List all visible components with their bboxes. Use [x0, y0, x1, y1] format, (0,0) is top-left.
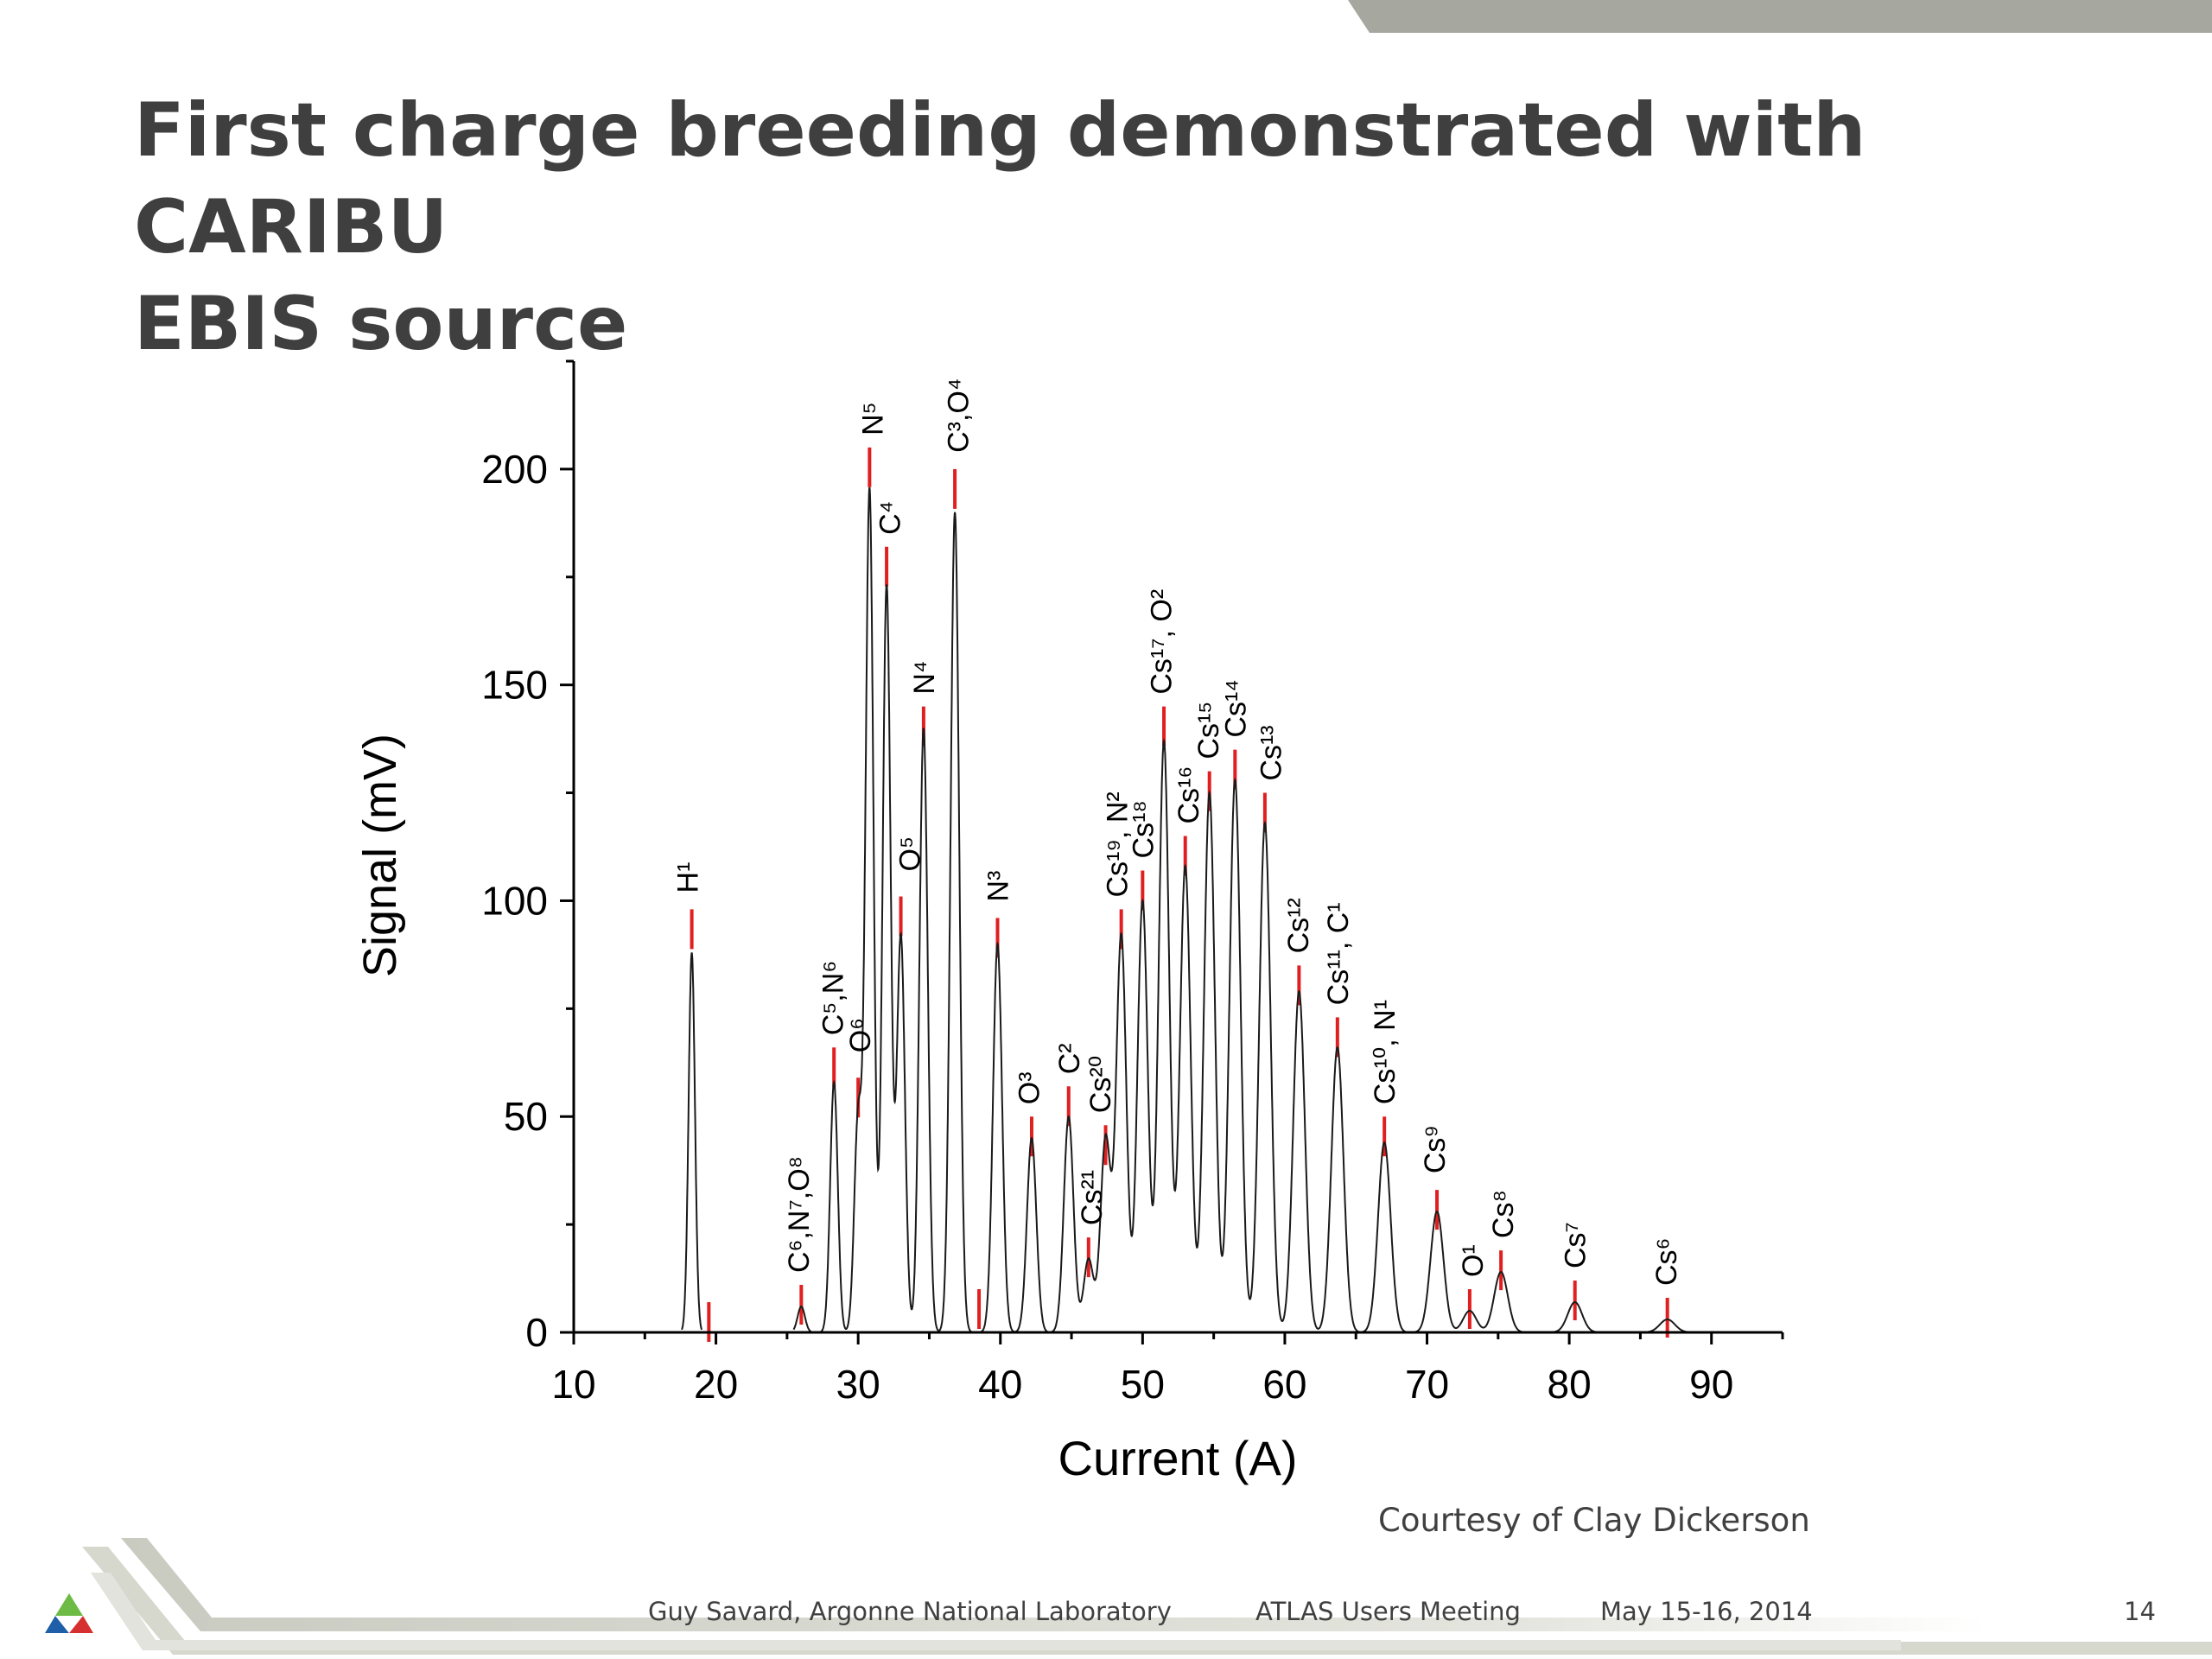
peak-label-26: Cs⁸ — [1487, 1190, 1520, 1238]
peak-label-20: Cs¹³ — [1255, 725, 1287, 780]
x-tick-label-70: 70 — [1405, 1362, 1449, 1407]
peak-label-8: C³,O⁴ — [942, 378, 975, 453]
page-number: 14 — [2124, 1597, 2156, 1626]
x-tick-label-50: 50 — [1121, 1362, 1165, 1407]
peak-label-3: O⁶ — [844, 1018, 877, 1052]
signal-trace — [681, 486, 1690, 1333]
peak-label-27: Cs⁷ — [1560, 1222, 1592, 1268]
x-tick-label-60: 60 — [1262, 1362, 1306, 1407]
peak-label-1: C⁶,N⁷,O⁸ — [783, 1156, 816, 1273]
logo-green-triangle — [55, 1593, 83, 1616]
y-tick-label-200: 200 — [481, 447, 548, 492]
peak-label-28: Cs⁶ — [1650, 1237, 1683, 1286]
peak-label-24: Cs⁹ — [1419, 1125, 1452, 1173]
x-tick-label-40: 40 — [978, 1362, 1022, 1407]
x-tick-label-90: 90 — [1689, 1362, 1733, 1407]
tick-labels: 10 20 30 40 50 60 70 80 90 0 50 100 150 200 — [481, 447, 1733, 1407]
y-axis-label: Signal (mV) — [354, 734, 406, 977]
peak-label-22: Cs¹¹, C¹ — [1322, 902, 1355, 1005]
x-tick-label-10: 10 — [551, 1362, 595, 1407]
logo-blue-triangle — [45, 1616, 69, 1633]
top-decor-band — [1348, 0, 2212, 33]
footer-date: May 15-16, 2014 — [1600, 1597, 1813, 1626]
peak-label-10: O³ — [1014, 1071, 1046, 1104]
peak-label-19: Cs¹⁴ — [1219, 679, 1252, 738]
peak-label-11: C² — [1053, 1043, 1086, 1074]
x-axis-label: Current (A) — [1058, 1431, 1298, 1485]
slide-title-line1: First charge breeding demonstrated with … — [134, 87, 1866, 270]
peak-label-12: Cs²¹ — [1076, 1170, 1109, 1225]
peak-label-21: Cs¹² — [1282, 898, 1315, 953]
footer-author: Guy Savard, Argonne National Laboratory — [648, 1597, 1172, 1626]
peak-label-5: C⁴ — [874, 501, 906, 535]
y-tick-label-50: 50 — [504, 1094, 548, 1139]
x-tick-label-20: 20 — [694, 1362, 738, 1407]
peak-label-25: O¹ — [1457, 1244, 1490, 1277]
peak-label-6: O⁵ — [893, 836, 926, 872]
footer-swoosh-front — [121, 1538, 1987, 1631]
argonne-logo — [45, 1593, 93, 1633]
logo-red-triangle — [69, 1616, 93, 1633]
logo-center — [55, 1616, 83, 1633]
peak-label-17: Cs¹⁶ — [1173, 766, 1205, 824]
peak-label-15: Cs¹⁸ — [1127, 800, 1160, 858]
footer-swoosh-low — [91, 1573, 1901, 1650]
slide-title: First charge breeding demonstrated with … — [134, 82, 2035, 372]
peak-label-7: N⁴ — [908, 660, 941, 694]
x-tick-label-80: 80 — [1548, 1362, 1592, 1407]
peak-label-13: Cs²⁰ — [1084, 1056, 1117, 1114]
footer-decor — [82, 1538, 2212, 1655]
peak-label-4: N⁵ — [857, 402, 890, 435]
peak-label-14: Cs¹⁹, N² — [1102, 791, 1135, 897]
y-tick-label-150: 150 — [481, 663, 548, 708]
slide-title-line2: EBIS source — [134, 281, 628, 367]
x-tick-label-30: 30 — [836, 1362, 880, 1407]
peak-label-2: C⁵,N⁶ — [817, 961, 850, 1036]
y-tick-label-100: 100 — [481, 878, 548, 923]
top-decor-shape — [1348, 0, 2212, 33]
peak-label-16: Cs¹⁷, O² — [1146, 589, 1179, 695]
peak-label-9: N³ — [982, 871, 1014, 902]
peak-label-23: Cs¹⁰, N¹ — [1369, 1000, 1402, 1104]
footer-event: ATLAS Users Meeting — [1255, 1597, 1521, 1626]
courtesy-note: Courtesy of Clay Dickerson — [1378, 1502, 1810, 1539]
y-tick-label-0: 0 — [525, 1310, 548, 1355]
peak-label-0: H¹ — [672, 862, 705, 893]
axes — [560, 359, 1784, 1344]
peak-label-18: Cs¹⁵ — [1192, 702, 1225, 760]
